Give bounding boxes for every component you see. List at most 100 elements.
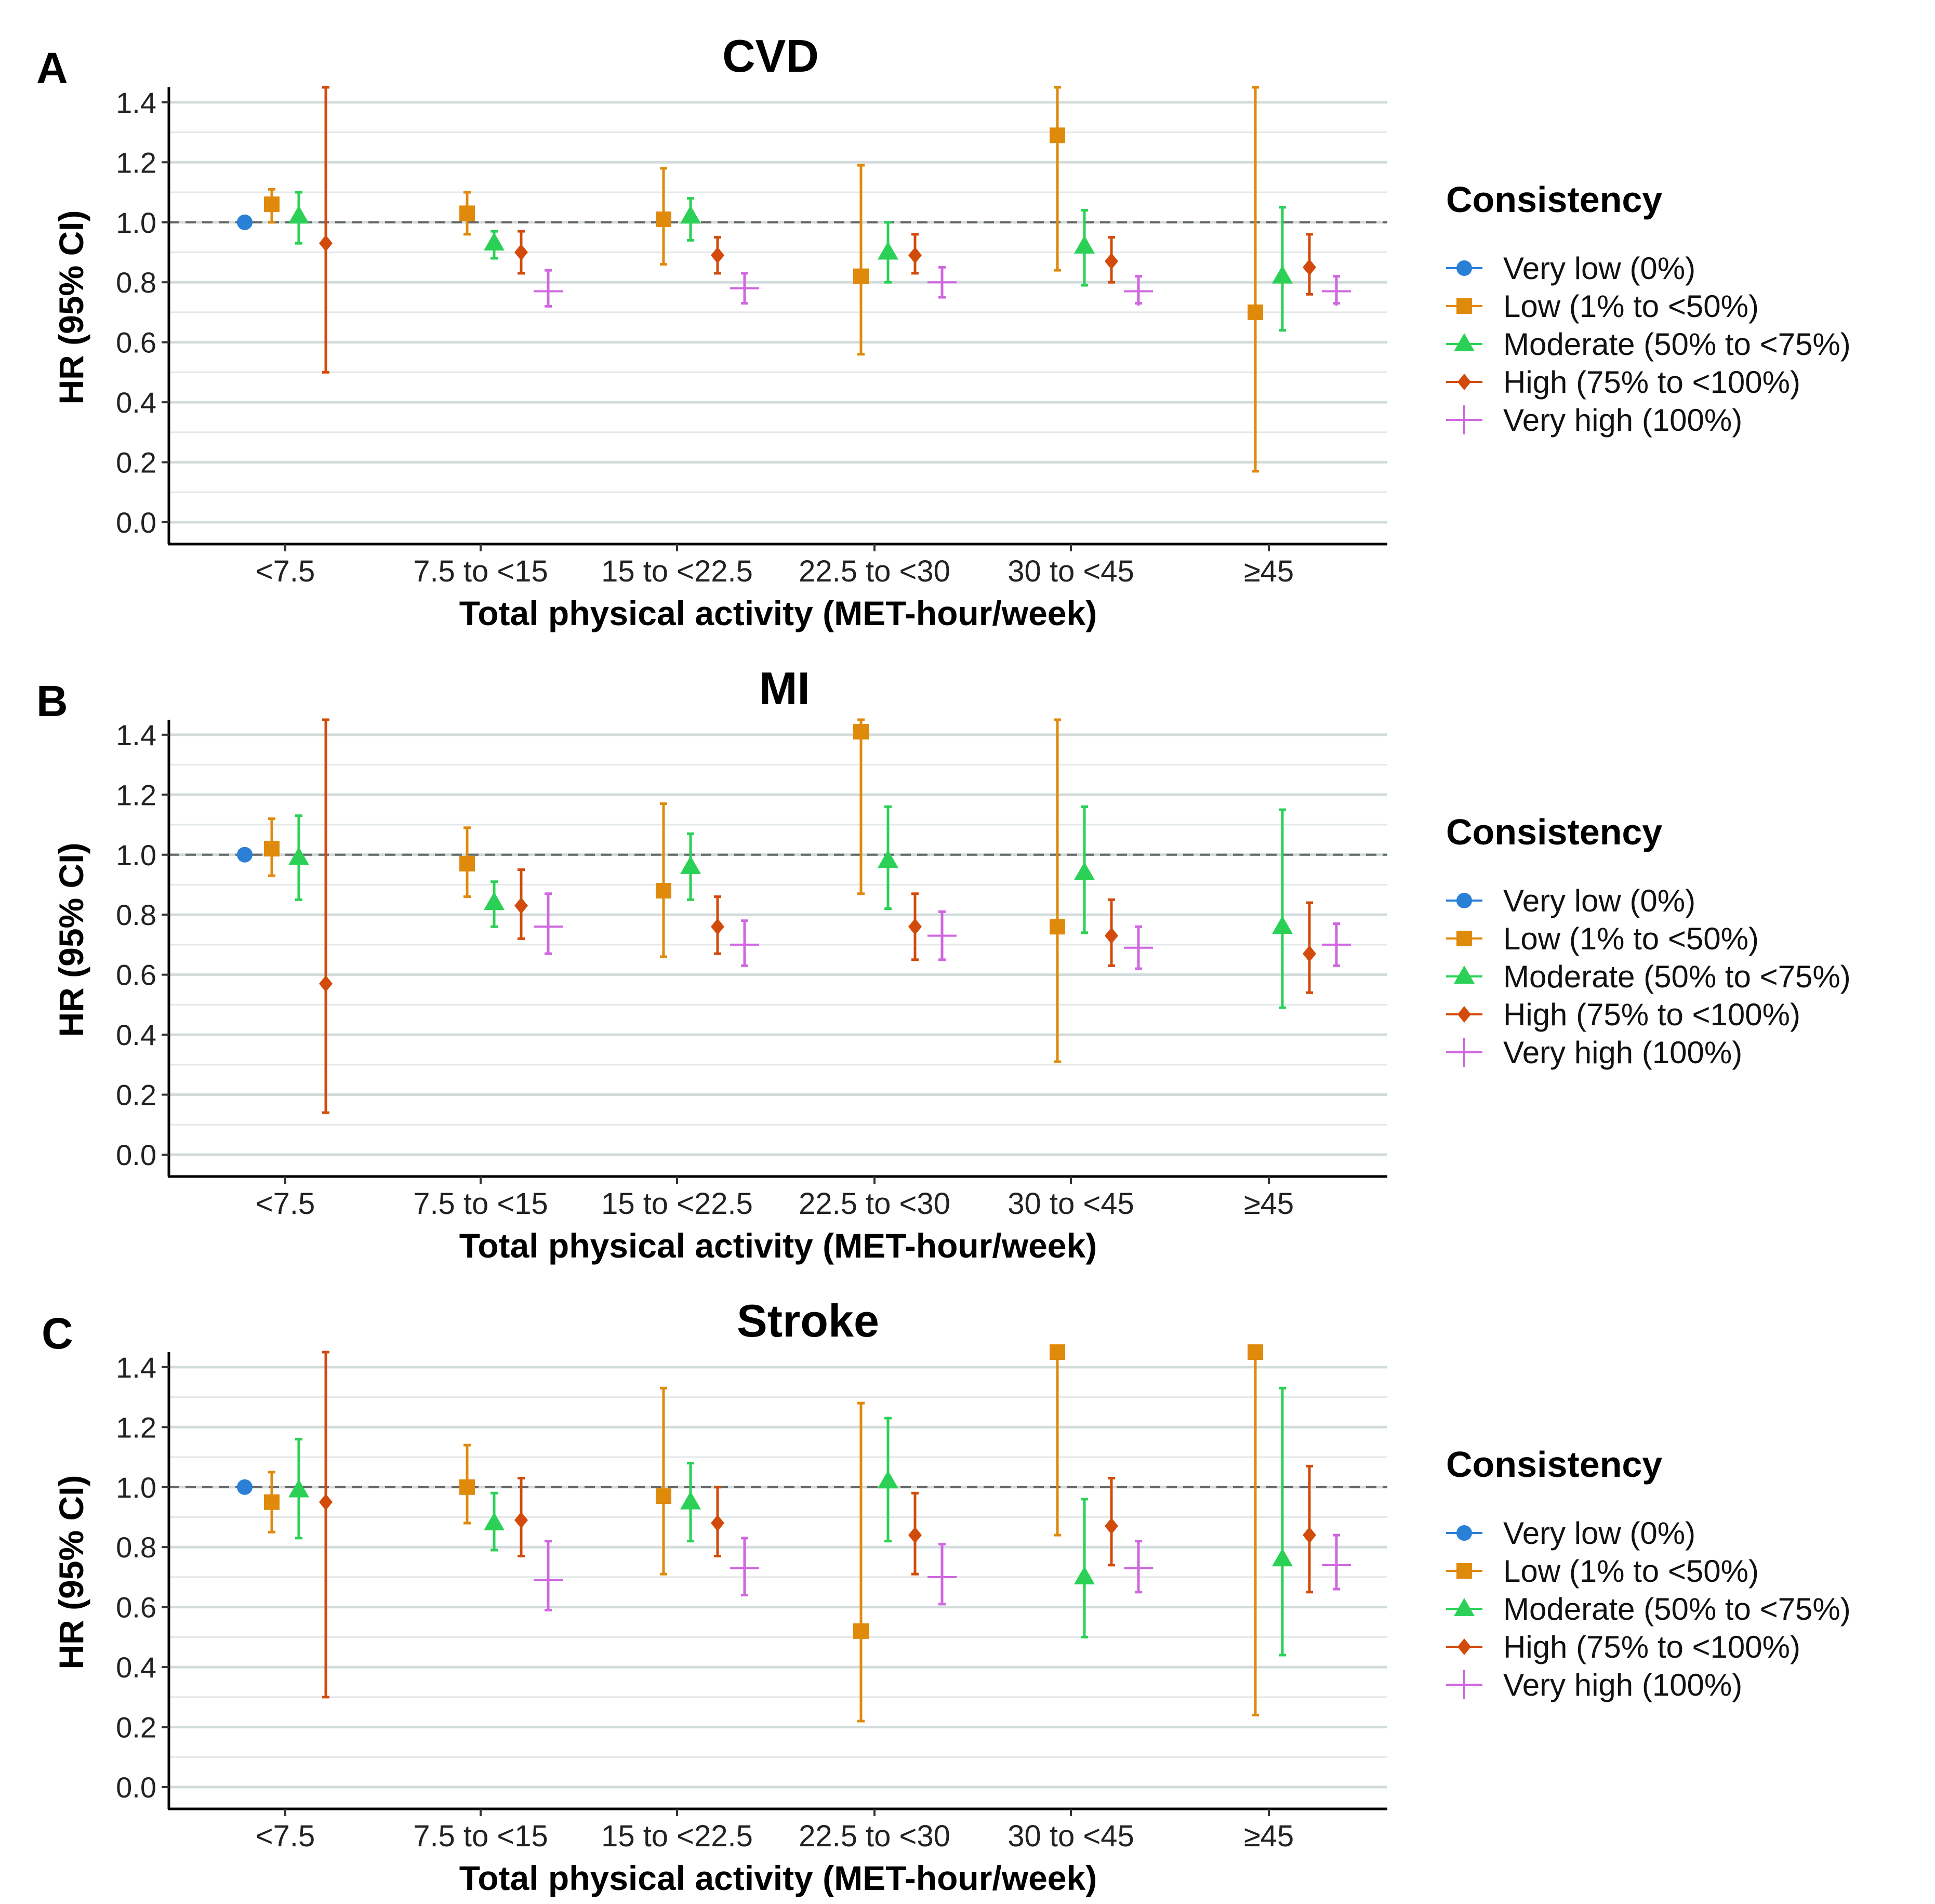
- legend-label: Very high (100%): [1503, 403, 1742, 438]
- data-point: [514, 897, 528, 914]
- panel-letter: A: [36, 44, 68, 92]
- data-point: [711, 1515, 724, 1532]
- legend-key-circle: [1456, 1525, 1472, 1541]
- data-point: [656, 1488, 671, 1504]
- panel-c: C Stroke 0.0 0.2 0.4 0.6 0.8 1.0 1.2 1.4 <7.5 7.5 t…: [42, 1295, 1851, 1897]
- y-tick-label: 0.4: [116, 1019, 156, 1051]
- data-point: [878, 1470, 898, 1489]
- series-square: [264, 86, 1263, 473]
- series-diamond: [319, 86, 1316, 374]
- data-point: [1322, 1550, 1351, 1580]
- legend: Consistency Very low (0%)Low (1% to <50%)…: [1446, 812, 1851, 1070]
- data-point: [237, 214, 253, 230]
- series-plus: [534, 266, 1351, 308]
- y-tick-label: 0.2: [116, 1711, 156, 1744]
- data-point: [288, 205, 309, 224]
- data-point: [1105, 927, 1118, 944]
- data-point: [1074, 862, 1095, 880]
- y-tick-label: 0.6: [116, 959, 156, 991]
- legend-key-plus: [1450, 1038, 1479, 1067]
- x-tick-label: <7.5: [256, 1187, 315, 1221]
- x-tick-label: 30 to <45: [1008, 1187, 1134, 1221]
- data-point: [1074, 235, 1095, 254]
- data-point: [534, 276, 563, 306]
- series-triangle: [288, 1386, 1293, 1657]
- series-circle: [237, 1479, 253, 1495]
- data-point: [1074, 1566, 1095, 1584]
- data-point: [1303, 945, 1316, 962]
- y-tick-label: 0.0: [116, 506, 156, 539]
- data-point: [319, 975, 333, 992]
- legend: Consistency Very low (0%)Low (1% to <50%)…: [1446, 1444, 1851, 1702]
- legend-label: High (75% to <100%): [1503, 997, 1800, 1032]
- y-tick-label: 0.2: [116, 446, 156, 479]
- x-tick-label: 30 to <45: [1008, 1819, 1134, 1853]
- x-axis-title: Total physical activity (MET-hour/week): [459, 1859, 1097, 1897]
- x-tick-label: 15 to <22.5: [601, 1819, 753, 1853]
- series-circle: [237, 214, 253, 230]
- data-point: [908, 1527, 922, 1544]
- data-point: [1105, 1517, 1118, 1535]
- data-point: [853, 268, 869, 284]
- data-point: [484, 1512, 505, 1531]
- legend-label: Very low (0%): [1503, 1516, 1695, 1551]
- data-point: [1124, 276, 1153, 306]
- data-point: [459, 1479, 475, 1495]
- data-point: [1050, 919, 1065, 935]
- data-point: [1322, 276, 1351, 306]
- y-tick-label: 0.0: [116, 1771, 156, 1804]
- series-triangle: [288, 191, 1293, 332]
- legend-title: Consistency: [1446, 1444, 1662, 1485]
- data-point: [853, 1623, 869, 1639]
- x-tick-label: ≥45: [1244, 1187, 1294, 1221]
- data-point: [927, 1562, 957, 1592]
- data-point: [730, 1553, 759, 1583]
- legend-label: Very high (100%): [1503, 1668, 1742, 1702]
- x-tick-label: <7.5: [256, 554, 315, 588]
- data-point: [534, 912, 563, 942]
- data-point: [459, 205, 475, 221]
- data-point: [1124, 1553, 1153, 1583]
- x-tick-label: ≥45: [1244, 1819, 1294, 1853]
- data-point: [680, 855, 701, 874]
- legend-label: High (75% to <100%): [1503, 365, 1800, 400]
- panel-letter: B: [36, 677, 68, 725]
- data-point: [319, 1493, 333, 1511]
- y-tick-label: 1.4: [116, 86, 156, 119]
- panel-title: MI: [759, 663, 810, 714]
- data-point: [484, 232, 505, 251]
- y-tick-label: 0.6: [116, 1591, 156, 1624]
- panel-b: B MI 0.0 0.2 0.4 0.6 0.8 1.0 1.2 1.4 <7.5 7.5 to <1…: [36, 663, 1851, 1265]
- data-point: [1248, 304, 1263, 320]
- panel-title: Stroke: [737, 1295, 879, 1346]
- data-point: [680, 205, 701, 224]
- legend-key-triangle: [1454, 966, 1475, 984]
- data-point: [853, 724, 869, 740]
- legend-label: Very high (100%): [1503, 1035, 1742, 1070]
- data-point: [878, 850, 898, 868]
- y-tick-label: 1.0: [116, 839, 156, 871]
- series-plus: [534, 1533, 1351, 1611]
- legend-title: Consistency: [1446, 812, 1662, 852]
- legend: Consistency Very low (0%)Low (1% to <50%)…: [1446, 179, 1851, 438]
- legend-key-diamond: [1457, 1638, 1471, 1655]
- y-axis-title: HR (95% CI): [52, 1475, 90, 1669]
- x-tick-label: 7.5 to <15: [413, 1187, 548, 1221]
- y-tick-label: 1.0: [116, 1471, 156, 1504]
- data-point: [908, 918, 922, 935]
- x-tick-label: ≥45: [1244, 554, 1294, 588]
- y-tick-label: 1.4: [116, 719, 156, 751]
- y-tick-label: 0.8: [116, 1531, 156, 1564]
- data-point: [319, 235, 333, 252]
- series-triangle: [288, 805, 1293, 1009]
- data-point: [1322, 930, 1351, 959]
- data-point: [1272, 265, 1293, 284]
- y-tick-label: 0.4: [116, 386, 156, 419]
- legend-label: Moderate (50% to <75%): [1503, 959, 1851, 994]
- x-tick-label: 22.5 to <30: [799, 1187, 950, 1221]
- y-tick-label: 1.4: [116, 1351, 156, 1384]
- legend-label: Very low (0%): [1503, 251, 1695, 286]
- legend-key-square: [1456, 1563, 1472, 1579]
- data-point: [514, 1512, 528, 1529]
